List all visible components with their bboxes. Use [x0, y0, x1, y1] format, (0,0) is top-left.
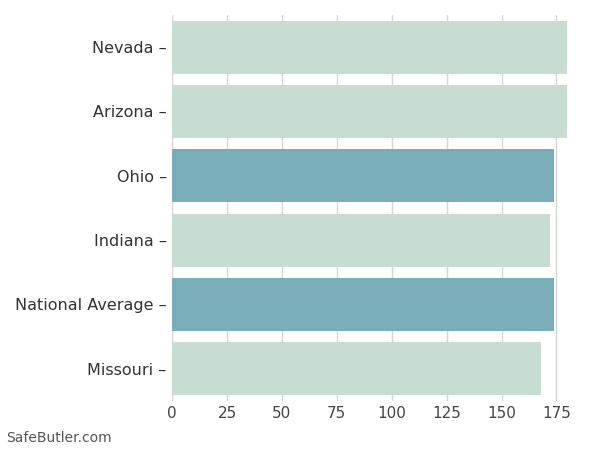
Text: SafeButler.com: SafeButler.com — [6, 432, 112, 446]
Bar — [172, 149, 554, 202]
Bar — [172, 21, 568, 73]
Bar — [172, 85, 568, 138]
Bar — [172, 278, 554, 331]
Bar — [172, 214, 550, 266]
Bar — [172, 342, 541, 395]
